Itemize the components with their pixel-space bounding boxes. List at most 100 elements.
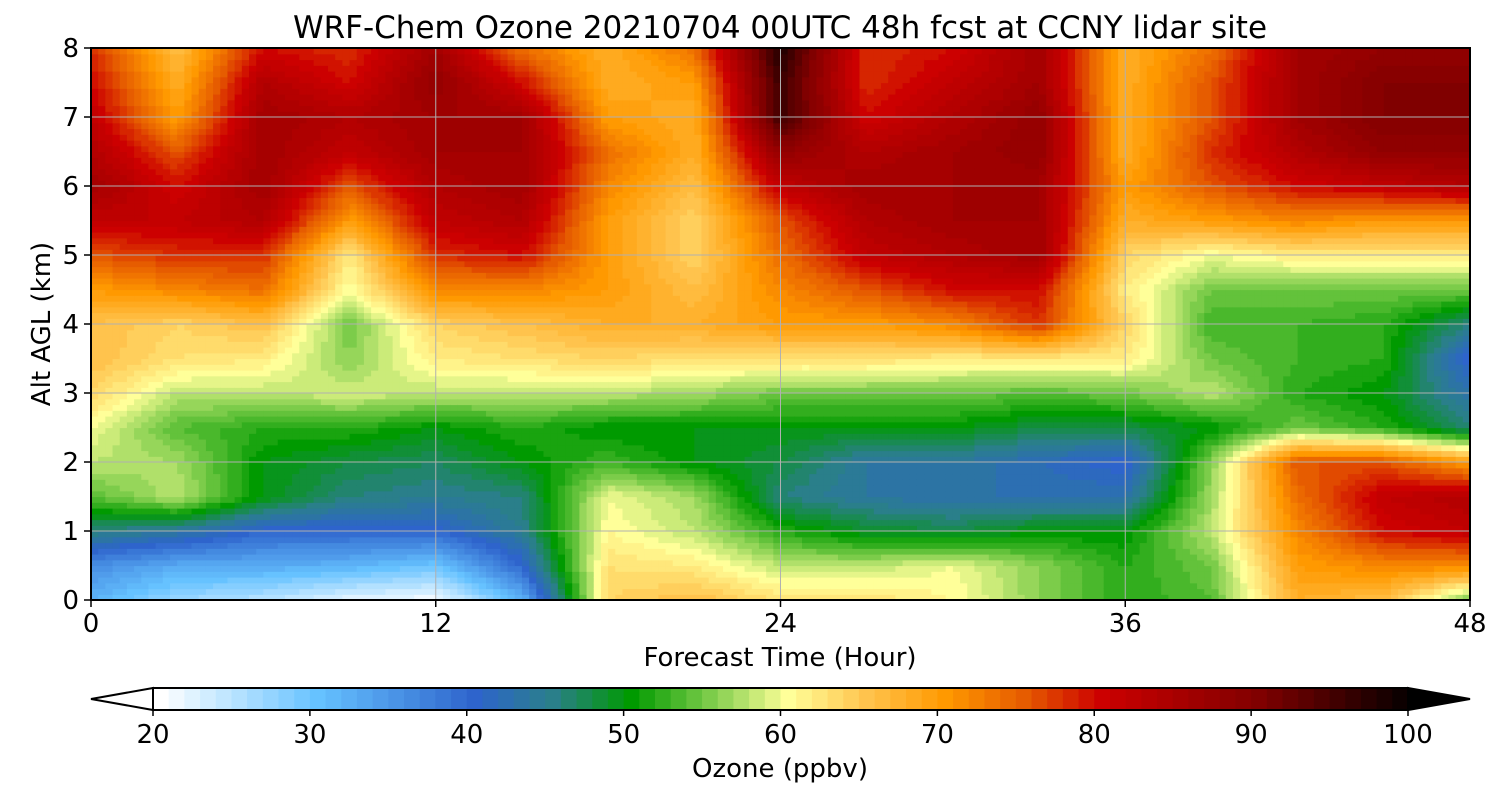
heatmap-cell xyxy=(263,186,272,193)
heatmap-cell xyxy=(328,536,336,544)
heatmap-cell xyxy=(227,99,236,107)
heatmap-cell xyxy=(162,260,171,268)
heatmap-cell xyxy=(213,203,221,210)
heatmap-cell xyxy=(414,347,422,354)
heatmap-cell xyxy=(392,209,401,216)
heatmap-cell xyxy=(385,88,394,95)
heatmap-cell xyxy=(148,531,157,538)
heatmap-cell xyxy=(349,82,358,89)
heatmap-cell xyxy=(435,301,444,308)
heatmap-cell xyxy=(421,289,430,296)
heatmap-cell xyxy=(155,444,164,452)
heatmap-cell xyxy=(299,439,308,446)
heatmap-cell xyxy=(421,571,430,578)
heatmap-cell xyxy=(191,117,200,124)
heatmap-cell xyxy=(435,444,444,452)
heatmap-cell xyxy=(421,433,430,440)
heatmap-cell xyxy=(249,48,257,55)
heatmap-cell xyxy=(399,71,408,78)
heatmap-cell xyxy=(342,450,351,457)
heatmap-cell xyxy=(241,209,250,216)
heatmap-cell xyxy=(328,439,336,446)
heatmap-cell xyxy=(205,65,214,72)
heatmap-cell xyxy=(141,186,150,193)
heatmap-cell xyxy=(105,571,114,578)
heatmap-cell xyxy=(371,554,379,561)
heatmap-cell xyxy=(213,117,221,124)
heatmap-cell xyxy=(457,255,466,262)
heatmap-cell xyxy=(126,531,135,538)
heatmap-cell xyxy=(263,48,272,55)
heatmap-cell xyxy=(407,191,415,199)
heatmap-cell xyxy=(399,272,408,279)
heatmap-cell xyxy=(234,151,243,158)
heatmap-cell xyxy=(119,295,128,302)
heatmap-cell xyxy=(105,577,114,584)
heatmap-cell xyxy=(198,186,207,193)
heatmap-cell xyxy=(414,283,422,291)
heatmap-cell xyxy=(371,387,379,394)
heatmap-cell xyxy=(457,249,466,256)
heatmap-cell xyxy=(356,145,365,153)
heatmap-cell xyxy=(256,548,264,555)
heatmap-cell xyxy=(363,554,372,561)
heatmap-cell xyxy=(284,220,293,227)
heatmap-cell xyxy=(112,548,121,555)
heatmap-cell xyxy=(385,59,394,66)
heatmap-cell xyxy=(399,513,408,521)
heatmap-cell xyxy=(205,559,214,567)
heatmap-cell xyxy=(306,203,315,210)
heatmap-cell xyxy=(198,94,207,101)
heatmap-cell xyxy=(205,94,214,101)
heatmap-cell xyxy=(450,255,458,262)
heatmap-cell xyxy=(292,381,300,388)
heatmap-cell xyxy=(414,128,422,135)
heatmap-cell xyxy=(227,341,236,348)
heatmap-cell xyxy=(407,88,415,95)
heatmap-cell xyxy=(134,352,142,360)
heatmap-cell xyxy=(170,375,178,383)
heatmap-cell xyxy=(126,128,135,135)
heatmap-cell xyxy=(407,255,415,262)
heatmap-cell xyxy=(170,594,178,601)
heatmap-cell xyxy=(284,237,293,245)
heatmap-cell xyxy=(134,444,142,452)
heatmap-cell xyxy=(356,278,365,285)
heatmap-cell xyxy=(205,467,214,475)
heatmap-cell xyxy=(162,168,171,176)
heatmap-cell xyxy=(256,249,264,256)
heatmap-cell xyxy=(292,278,300,285)
heatmap-cell xyxy=(349,203,358,210)
heatmap-cell xyxy=(162,65,171,72)
heatmap-cell xyxy=(421,180,430,187)
heatmap-cell xyxy=(442,341,451,348)
heatmap-cell xyxy=(249,255,257,262)
heatmap-cell xyxy=(378,571,387,578)
heatmap-cell xyxy=(198,226,207,233)
heatmap-cell xyxy=(263,249,272,256)
heatmap-cell xyxy=(134,140,142,147)
heatmap-cell xyxy=(162,433,171,440)
heatmap-cell xyxy=(249,168,257,176)
heatmap-cell xyxy=(363,174,372,181)
heatmap-cell xyxy=(363,548,372,555)
heatmap-cell xyxy=(234,220,243,227)
heatmap-cell xyxy=(227,513,236,521)
heatmap-cell xyxy=(249,272,257,279)
heatmap-cell xyxy=(220,519,229,526)
heatmap-cell xyxy=(141,565,150,572)
heatmap-cell xyxy=(184,513,193,521)
heatmap-cell xyxy=(213,393,221,400)
heatmap-cell xyxy=(407,122,415,130)
heatmap-cell xyxy=(213,145,221,153)
heatmap-cell xyxy=(399,329,408,337)
heatmap-cell xyxy=(392,157,401,164)
heatmap-cell xyxy=(435,220,444,227)
heatmap-cell xyxy=(363,128,372,135)
heatmap-cell xyxy=(292,105,300,112)
heatmap-cell xyxy=(134,554,142,561)
heatmap-cell xyxy=(378,65,387,72)
heatmap-cell xyxy=(363,364,372,371)
heatmap-cell xyxy=(299,473,308,480)
